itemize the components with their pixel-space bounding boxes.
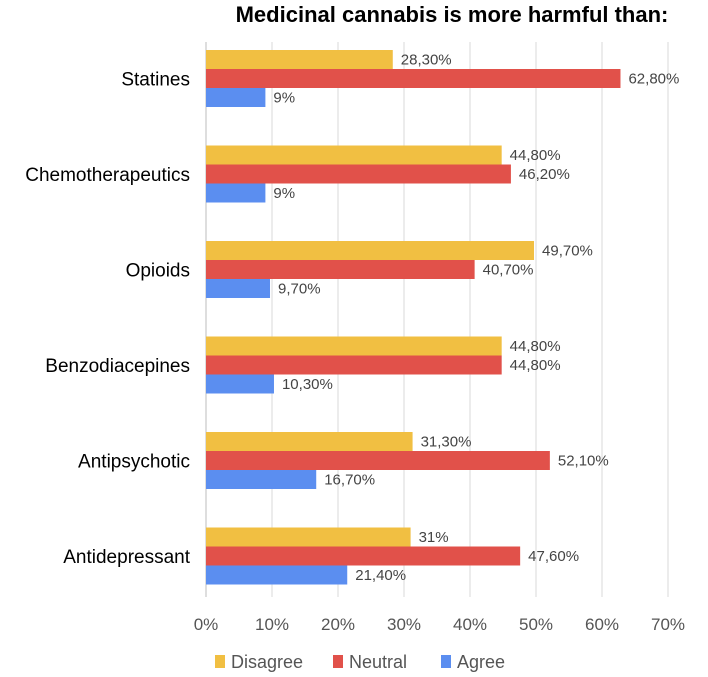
bar-neutral-antidepressant — [206, 546, 521, 566]
data-label: 46,20% — [519, 166, 570, 183]
bar-neutral-opioids — [206, 260, 475, 279]
category-labels: Statines Chemotherapeutics Opioids Benzodia… — [25, 70, 190, 569]
data-label: 31% — [419, 529, 449, 546]
x-tick-label: 50% — [519, 615, 553, 634]
x-tick-label: 30% — [387, 615, 421, 634]
x-tick-label: 60% — [585, 615, 619, 634]
bar-disagree-benzodiacepines — [206, 336, 502, 356]
bar-agree-opioids — [206, 279, 271, 298]
legend-swatch-disagree — [215, 655, 225, 668]
bar-neutral-benzodiacepines — [206, 355, 502, 375]
category-label: Statines — [121, 70, 190, 91]
x-tick-label: 0% — [194, 615, 219, 634]
legend-label-agree: Agree — [457, 652, 505, 672]
category-label: Opioids — [126, 261, 190, 282]
data-label: 52,10% — [558, 453, 609, 470]
category-label: Antidepressant — [63, 547, 190, 568]
x-tick-labels: 0% 10% 20% 30% 40% 50% 60% 70% — [194, 615, 685, 634]
data-label: 49,70% — [542, 243, 593, 260]
data-label: 40,70% — [483, 262, 534, 279]
data-label: 44,80% — [510, 338, 561, 355]
data-label: 28,30% — [401, 52, 452, 69]
x-tick-label: 40% — [453, 615, 487, 634]
legend-label-neutral: Neutral — [349, 652, 407, 672]
data-label: 44,80% — [510, 357, 561, 374]
legend-label-disagree: Disagree — [231, 652, 303, 672]
data-label: 44,80% — [510, 147, 561, 164]
bars-layer: 28,30% 62,80% 9% 44,80% 46,20% 9% 49,70% 40,70%… — [206, 50, 679, 585]
bar-agree-benzodiacepines — [206, 374, 274, 394]
bar-disagree-statines — [206, 50, 393, 69]
data-label: 31,30% — [421, 434, 472, 451]
bar-agree-antidepressant — [206, 565, 348, 585]
data-label: 9% — [273, 185, 295, 202]
bar-neutral-statines — [206, 69, 621, 88]
category-label: Chemotherapeutics — [25, 165, 190, 186]
data-label: 62,80% — [628, 71, 679, 88]
data-label: 9% — [273, 90, 295, 107]
bar-disagree-chemotherapeutics — [206, 145, 502, 165]
bar-agree-statines — [206, 88, 266, 107]
bar-disagree-opioids — [206, 241, 535, 260]
grid-layer — [205, 42, 669, 597]
category-label: Antipsychotic — [78, 452, 190, 473]
bar-agree-chemotherapeutics — [206, 183, 266, 203]
data-label: 9,70% — [278, 281, 321, 298]
bar-neutral-antipsychotic — [206, 451, 550, 470]
legend-swatch-agree — [441, 655, 451, 668]
x-tick-label: 70% — [651, 615, 685, 634]
data-label: 16,70% — [324, 472, 375, 489]
bar-neutral-chemotherapeutics — [206, 164, 511, 184]
x-tick-label: 10% — [255, 615, 289, 634]
legend: Disagree Neutral Agree — [215, 652, 505, 672]
bar-disagree-antipsychotic — [206, 432, 413, 451]
data-label: 10,30% — [282, 376, 333, 393]
legend-swatch-neutral — [333, 655, 343, 668]
category-label: Benzodiacepines — [45, 356, 190, 377]
bar-agree-antipsychotic — [206, 470, 317, 489]
x-tick-label: 20% — [321, 615, 355, 634]
chart-title: Medicinal cannabis is more harmful than: — [236, 2, 669, 27]
data-label: 21,40% — [355, 567, 406, 584]
data-label: 47,60% — [528, 548, 579, 565]
bar-disagree-antidepressant — [206, 527, 411, 547]
